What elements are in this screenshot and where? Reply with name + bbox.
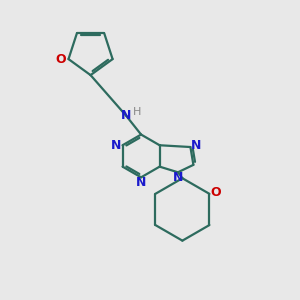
- Text: N: N: [121, 109, 131, 122]
- Text: N: N: [173, 171, 183, 184]
- Text: N: N: [191, 139, 202, 152]
- Text: H: H: [133, 107, 142, 117]
- Text: N: N: [136, 176, 146, 189]
- Text: N: N: [111, 139, 121, 152]
- Text: O: O: [211, 186, 221, 199]
- Text: O: O: [56, 52, 66, 66]
